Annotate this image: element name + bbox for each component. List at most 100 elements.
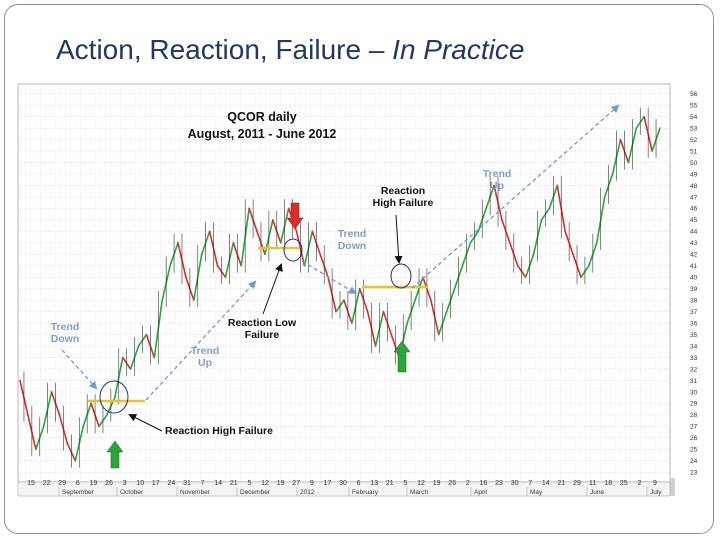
x-tick-label: 6: [357, 480, 361, 487]
y-tick-label: 53: [690, 125, 698, 132]
x-tick-label: 23: [495, 480, 503, 487]
month-label: April: [474, 489, 488, 496]
x-tick-label: 21: [558, 480, 566, 487]
y-tick-label: 33: [690, 355, 698, 362]
trend-arrow: [145, 280, 257, 401]
y-tick-label: 56: [690, 91, 698, 98]
trend-arrow: [61, 349, 98, 390]
x-tick-label: 10: [136, 480, 144, 487]
annotation-text: High Failure: [373, 197, 434, 209]
x-tick-label: 22: [43, 480, 51, 487]
chart-title: QCOR daily: [227, 110, 297, 124]
x-tick-label: 21: [230, 480, 238, 487]
x-tick-label: 5: [403, 480, 407, 487]
slide-title: Action, Reaction, Failure – In Practice: [56, 34, 524, 66]
annotation-text: Reaction High Failure: [165, 425, 273, 437]
x-tick-label: 13: [370, 480, 378, 487]
annotation-text: Up: [490, 180, 504, 192]
x-tick-label: 5: [247, 480, 251, 487]
y-tick-label: 29: [690, 401, 698, 408]
x-tick-label: 7: [201, 480, 205, 487]
month-label: June: [590, 489, 604, 496]
up-arrow-icon: [106, 440, 124, 469]
trend-arrow: [301, 260, 357, 295]
failure-circle: [99, 380, 129, 414]
y-tick-label: 24: [690, 458, 698, 465]
failure-circle: [283, 238, 303, 262]
month-label: March: [410, 489, 428, 496]
x-tick-label: 30: [511, 480, 519, 487]
x-tick-label: 24: [168, 480, 176, 487]
x-tick-label: 12: [261, 480, 269, 487]
y-tick-label: 41: [690, 263, 698, 270]
callout-arrow: [394, 214, 403, 264]
slide-title-main: Action, Reaction, Failure –: [56, 34, 393, 65]
y-tick-label: 36: [690, 320, 698, 327]
x-tick-label: 25: [620, 480, 628, 487]
x-tick-label: 27: [292, 480, 300, 487]
month-label: September: [62, 489, 95, 496]
y-tick-label: 23: [690, 470, 698, 477]
x-tick-label: 18: [604, 480, 612, 487]
annotation-markers: [61, 104, 620, 469]
month-labels: September October November December 2012 Febr…: [58, 487, 662, 496]
y-tick-label: 38: [690, 298, 698, 305]
y-tick-label: 37: [690, 309, 698, 316]
chart-subtitle: August, 2011 - June 2012: [188, 127, 337, 141]
down-arrow-icon: [286, 202, 304, 230]
annotation-labels: TrendDownTrendUpTrendDownTrendUpReaction…: [51, 168, 512, 437]
annotation-text: Reaction: [381, 185, 425, 197]
x-tick-label: 14: [542, 480, 550, 487]
y-tick-label: 51: [690, 148, 698, 155]
y-tick-label: 44: [690, 229, 698, 236]
annotation-text: Trend: [51, 321, 80, 333]
y-tick-label: 34: [690, 343, 698, 350]
horizontal-gridlines: [18, 93, 670, 473]
x-tick-label: 2: [466, 480, 470, 487]
annotation-text: Trend: [483, 168, 512, 180]
y-axis: 23 24 25 26 27 28 29 30 31 32 33 34 35 36 37 38 39 40 41 42…: [690, 91, 698, 477]
x-tick-label: 19: [90, 480, 98, 487]
month-label: May: [530, 489, 543, 496]
y-tick-label: 47: [690, 194, 698, 201]
x-tick-label: 29: [573, 480, 581, 487]
failure-circle: [390, 263, 412, 289]
x-tick-label: 14: [214, 480, 222, 487]
price-series: [19, 107, 661, 468]
y-tick-label: 45: [690, 217, 698, 224]
y-tick-label: 27: [690, 424, 698, 431]
annotation-text: Down: [338, 240, 367, 252]
y-tick-label: 43: [690, 240, 698, 247]
y-tick-label: 39: [690, 286, 698, 293]
y-tick-label: 35: [690, 332, 698, 339]
y-tick-label: 28: [690, 412, 698, 419]
y-tick-label: 26: [690, 435, 698, 442]
month-label: July: [650, 489, 662, 496]
callout-arrow: [128, 414, 163, 432]
x-tick-label: 26: [448, 480, 456, 487]
y-tick-label: 48: [690, 183, 698, 190]
x-tick-label: 21: [386, 480, 394, 487]
x-tick-label: 6: [76, 480, 80, 487]
x-tick-label: 7: [528, 480, 532, 487]
y-tick-label: 40: [690, 275, 698, 282]
y-tick-label: 42: [690, 252, 698, 259]
x-tick-label: 17: [324, 480, 332, 487]
annotation-text: Trend: [191, 345, 220, 357]
y-tick-label: 52: [690, 137, 698, 144]
y-tick-label: 46: [690, 206, 698, 213]
month-label: November: [180, 489, 211, 496]
x-tick-label: 19: [433, 480, 441, 487]
annotation-text: Up: [198, 357, 212, 369]
x-tick-label: 2: [637, 480, 641, 487]
y-tick-label: 55: [690, 103, 698, 110]
x-tick-label: 29: [58, 480, 66, 487]
y-tick-label: 49: [690, 171, 698, 178]
x-tick-label: 9: [653, 480, 657, 487]
x-tick-label: 12: [417, 480, 425, 487]
x-tick-label: 26: [105, 480, 113, 487]
annotation-text: Reaction Low: [228, 317, 297, 329]
x-tick-label: 19: [277, 480, 285, 487]
month-label: February: [352, 489, 379, 496]
